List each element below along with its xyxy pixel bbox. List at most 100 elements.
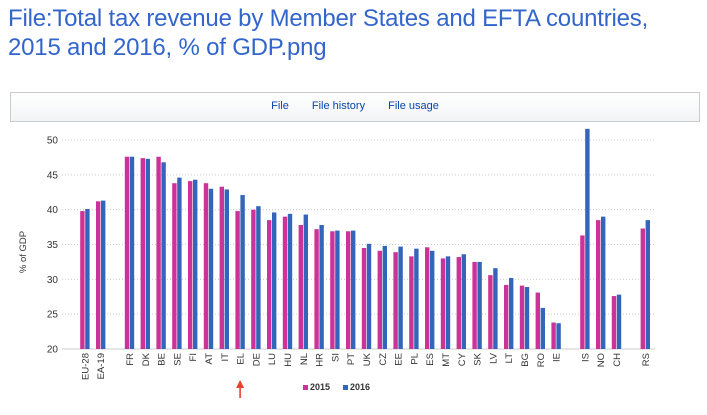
bar-2015-NO bbox=[596, 220, 601, 349]
bar-2015-CZ bbox=[377, 250, 382, 349]
bar-2015-SE bbox=[172, 183, 177, 349]
y-tick-label: 20 bbox=[47, 345, 59, 356]
y-axis-label: % of GDP bbox=[18, 231, 29, 273]
y-tick-label: 45 bbox=[47, 170, 59, 181]
x-tick-label: AT bbox=[204, 353, 215, 365]
bar-2015-FI bbox=[188, 181, 193, 349]
x-tick-label: MT bbox=[441, 353, 452, 367]
bar-2016-ES bbox=[430, 250, 435, 349]
bar-2016-RO bbox=[540, 307, 545, 349]
y-tick-label: 25 bbox=[47, 310, 59, 321]
bar-2015-RS bbox=[640, 228, 645, 349]
legend-label-2016: 2016 bbox=[350, 382, 370, 392]
bar-2015-DE bbox=[251, 209, 256, 349]
bar-2015-IT bbox=[219, 186, 224, 349]
bar-2015-BG bbox=[519, 285, 525, 349]
y-tick-label: 35 bbox=[47, 240, 59, 251]
legend-swatch-2015 bbox=[303, 385, 308, 390]
x-tick-label: CY bbox=[457, 352, 468, 366]
bar-2016-RS bbox=[645, 220, 650, 349]
bar-2016-PL bbox=[414, 248, 419, 349]
bar-2015-SK bbox=[472, 261, 477, 349]
y-tick-label: 40 bbox=[47, 205, 59, 216]
bar-2015-MT bbox=[440, 258, 446, 349]
bar-2016-LU bbox=[272, 212, 277, 349]
bar-2016-CY bbox=[461, 254, 466, 349]
x-tick-label: PL bbox=[409, 353, 420, 365]
x-tick-label: FR bbox=[125, 353, 136, 366]
tab-file-usage[interactable]: File usage bbox=[388, 100, 439, 112]
bar-2015-HR bbox=[314, 229, 319, 349]
x-tick-label: NO bbox=[596, 353, 607, 367]
x-tick-label: RS bbox=[641, 353, 652, 366]
x-tick-label: NL bbox=[299, 353, 310, 365]
bar-2016-CH bbox=[616, 294, 622, 349]
bar-2016-AT bbox=[208, 188, 214, 349]
x-tick-label: IE bbox=[552, 353, 563, 362]
x-tick-label: LU bbox=[267, 353, 278, 365]
bar-2015-EA-19 bbox=[96, 201, 101, 349]
x-tick-label: RO bbox=[536, 353, 547, 367]
bar-2016-HR bbox=[319, 224, 324, 349]
x-tick-label: CZ bbox=[378, 353, 389, 366]
bar-2015-PL bbox=[409, 256, 414, 349]
bar-2016-HU bbox=[287, 213, 293, 349]
bar-2015-NL bbox=[298, 224, 303, 349]
bar-2016-IS bbox=[585, 128, 590, 349]
x-tick-label: LT bbox=[504, 353, 515, 364]
arrow-icon bbox=[236, 380, 245, 388]
bar-2016-IE bbox=[556, 323, 561, 349]
bar-2016-EA-19 bbox=[101, 200, 106, 349]
bar-2015-LU bbox=[267, 220, 272, 349]
file-tabs: File File history File usage bbox=[10, 92, 700, 122]
x-tick-label: HU bbox=[283, 353, 294, 367]
x-tick-label: PT bbox=[346, 353, 357, 365]
x-tick-label: IT bbox=[220, 353, 231, 362]
bar-2015-DK bbox=[140, 158, 145, 349]
tab-file[interactable]: File bbox=[271, 100, 289, 112]
y-tick-label: 30 bbox=[47, 275, 59, 286]
bar-2016-NL bbox=[303, 214, 308, 349]
x-tick-label: EE bbox=[394, 353, 405, 366]
bar-2015-IS bbox=[580, 235, 585, 349]
x-tick-label: IS bbox=[580, 353, 591, 362]
bar-2015-IE bbox=[551, 322, 556, 349]
bar-2015-EE bbox=[393, 252, 398, 349]
bar-2015-RO bbox=[535, 292, 540, 349]
x-tick-label: DK bbox=[141, 352, 152, 366]
bar-2015-CH bbox=[611, 296, 617, 349]
bar-2016-LV bbox=[493, 268, 498, 349]
legend-swatch-2016 bbox=[343, 385, 348, 390]
x-tick-label: EL bbox=[236, 353, 247, 365]
bar-2016-DE bbox=[256, 206, 261, 349]
y-tick-label: 50 bbox=[47, 136, 59, 147]
bar-2015-ES bbox=[425, 247, 430, 349]
x-tick-label: UK bbox=[362, 352, 373, 366]
x-tick-label: BE bbox=[157, 353, 168, 366]
x-tick-label: EU-28 bbox=[80, 353, 91, 380]
bar-2016-FI bbox=[193, 179, 198, 349]
x-tick-label: SE bbox=[172, 353, 183, 366]
bar-2016-SE bbox=[177, 177, 182, 349]
bar-2015-CY bbox=[456, 257, 461, 349]
bar-2015-FR bbox=[124, 156, 130, 349]
bar-2016-EU-28 bbox=[85, 208, 90, 349]
bar-2016-SI bbox=[335, 230, 340, 349]
x-tick-label: EA-19 bbox=[96, 353, 107, 379]
bar-2016-DK bbox=[145, 158, 150, 349]
page-title: File:Total tax revenue by Member States … bbox=[8, 5, 649, 61]
bar-2016-BE bbox=[161, 162, 166, 349]
x-tick-label: FI bbox=[188, 353, 199, 361]
x-tick-label: SI bbox=[330, 353, 341, 362]
tab-file-history[interactable]: File history bbox=[311, 100, 366, 112]
legend-label-2015: 2015 bbox=[310, 382, 330, 392]
bar-2016-PT bbox=[351, 230, 356, 349]
x-tick-label: SK bbox=[473, 352, 484, 365]
bar-2016-FR bbox=[129, 156, 135, 349]
bar-2015-SI bbox=[330, 231, 335, 349]
bar-2016-NO bbox=[601, 216, 606, 349]
x-tick-label: CH bbox=[612, 353, 623, 367]
bar-2015-AT bbox=[203, 183, 209, 349]
bar-2015-UK bbox=[361, 247, 367, 349]
